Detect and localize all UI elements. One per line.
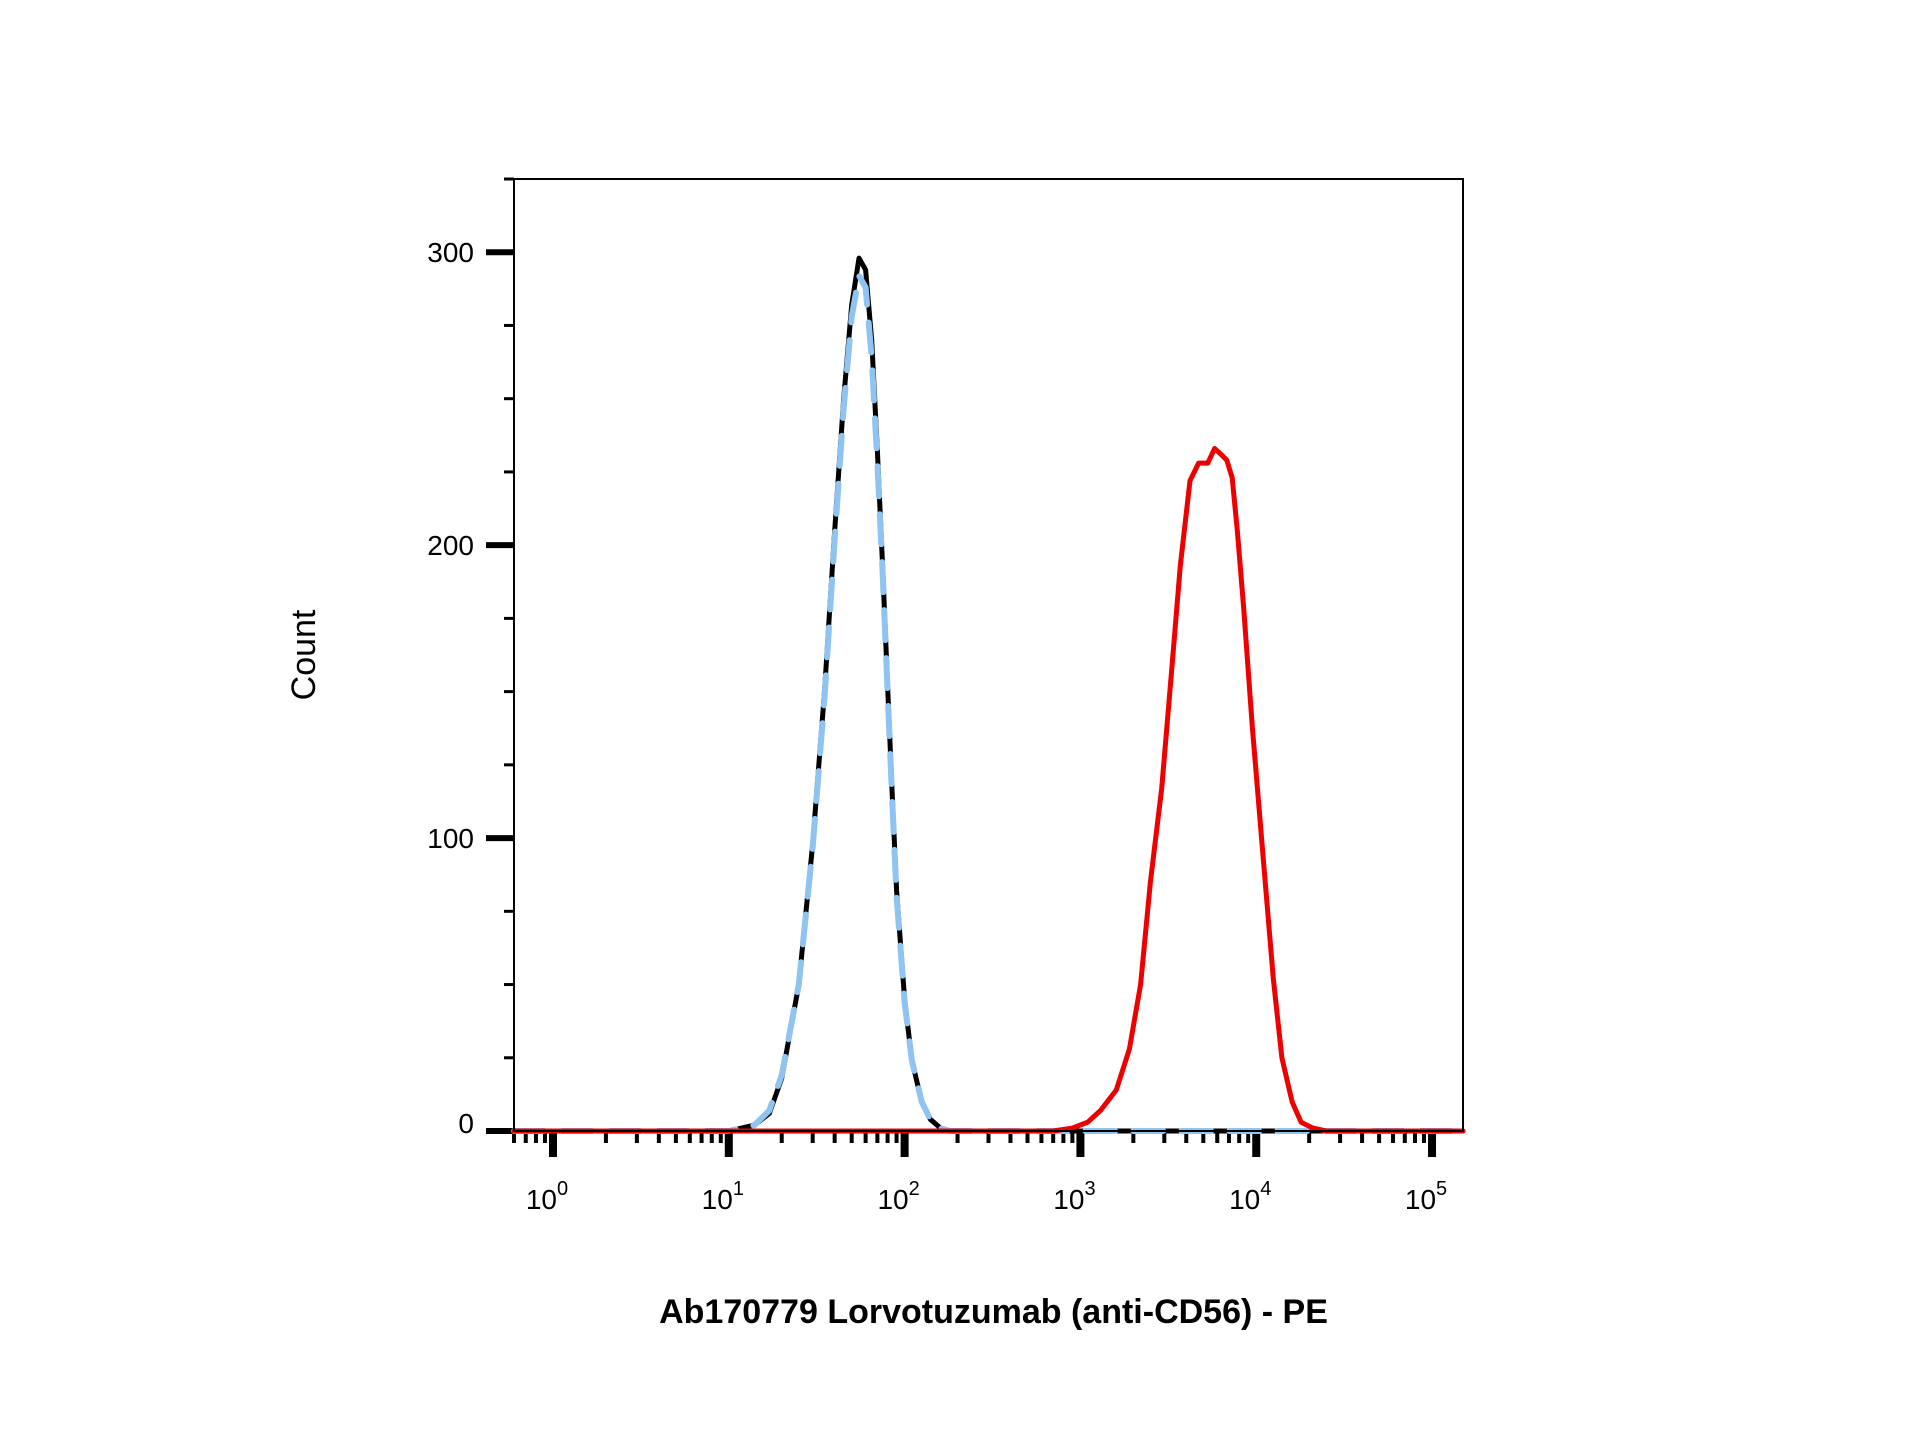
y-axis-title: Count — [285, 609, 323, 700]
x-tick-label: 104 — [1229, 1178, 1271, 1215]
y-tick-label: 100 — [427, 823, 474, 854]
plot-frame — [513, 178, 1464, 1132]
axes: 0 100 200 300 100 101 102 103 104 105 — [427, 177, 1447, 1215]
y-tick-label: 0 — [458, 1108, 474, 1139]
x-tick-label: 101 — [702, 1178, 744, 1215]
series-line-1 — [511, 255, 1466, 1134]
y-tick-label: 200 — [427, 530, 474, 561]
x-tick-label: 103 — [1053, 1178, 1095, 1215]
series-group — [511, 255, 1466, 1134]
series-line-2 — [511, 272, 1466, 1134]
x-tick-label: 100 — [526, 1178, 568, 1215]
series-line-3 — [511, 446, 1466, 1134]
y-tick-label: 300 — [427, 237, 474, 268]
x-tick-label: 102 — [877, 1178, 919, 1215]
x-axis-title: Ab170779 Lorvotuzumab (anti-CD56) - PE — [659, 1293, 1328, 1331]
x-tick-label: 105 — [1405, 1178, 1447, 1215]
